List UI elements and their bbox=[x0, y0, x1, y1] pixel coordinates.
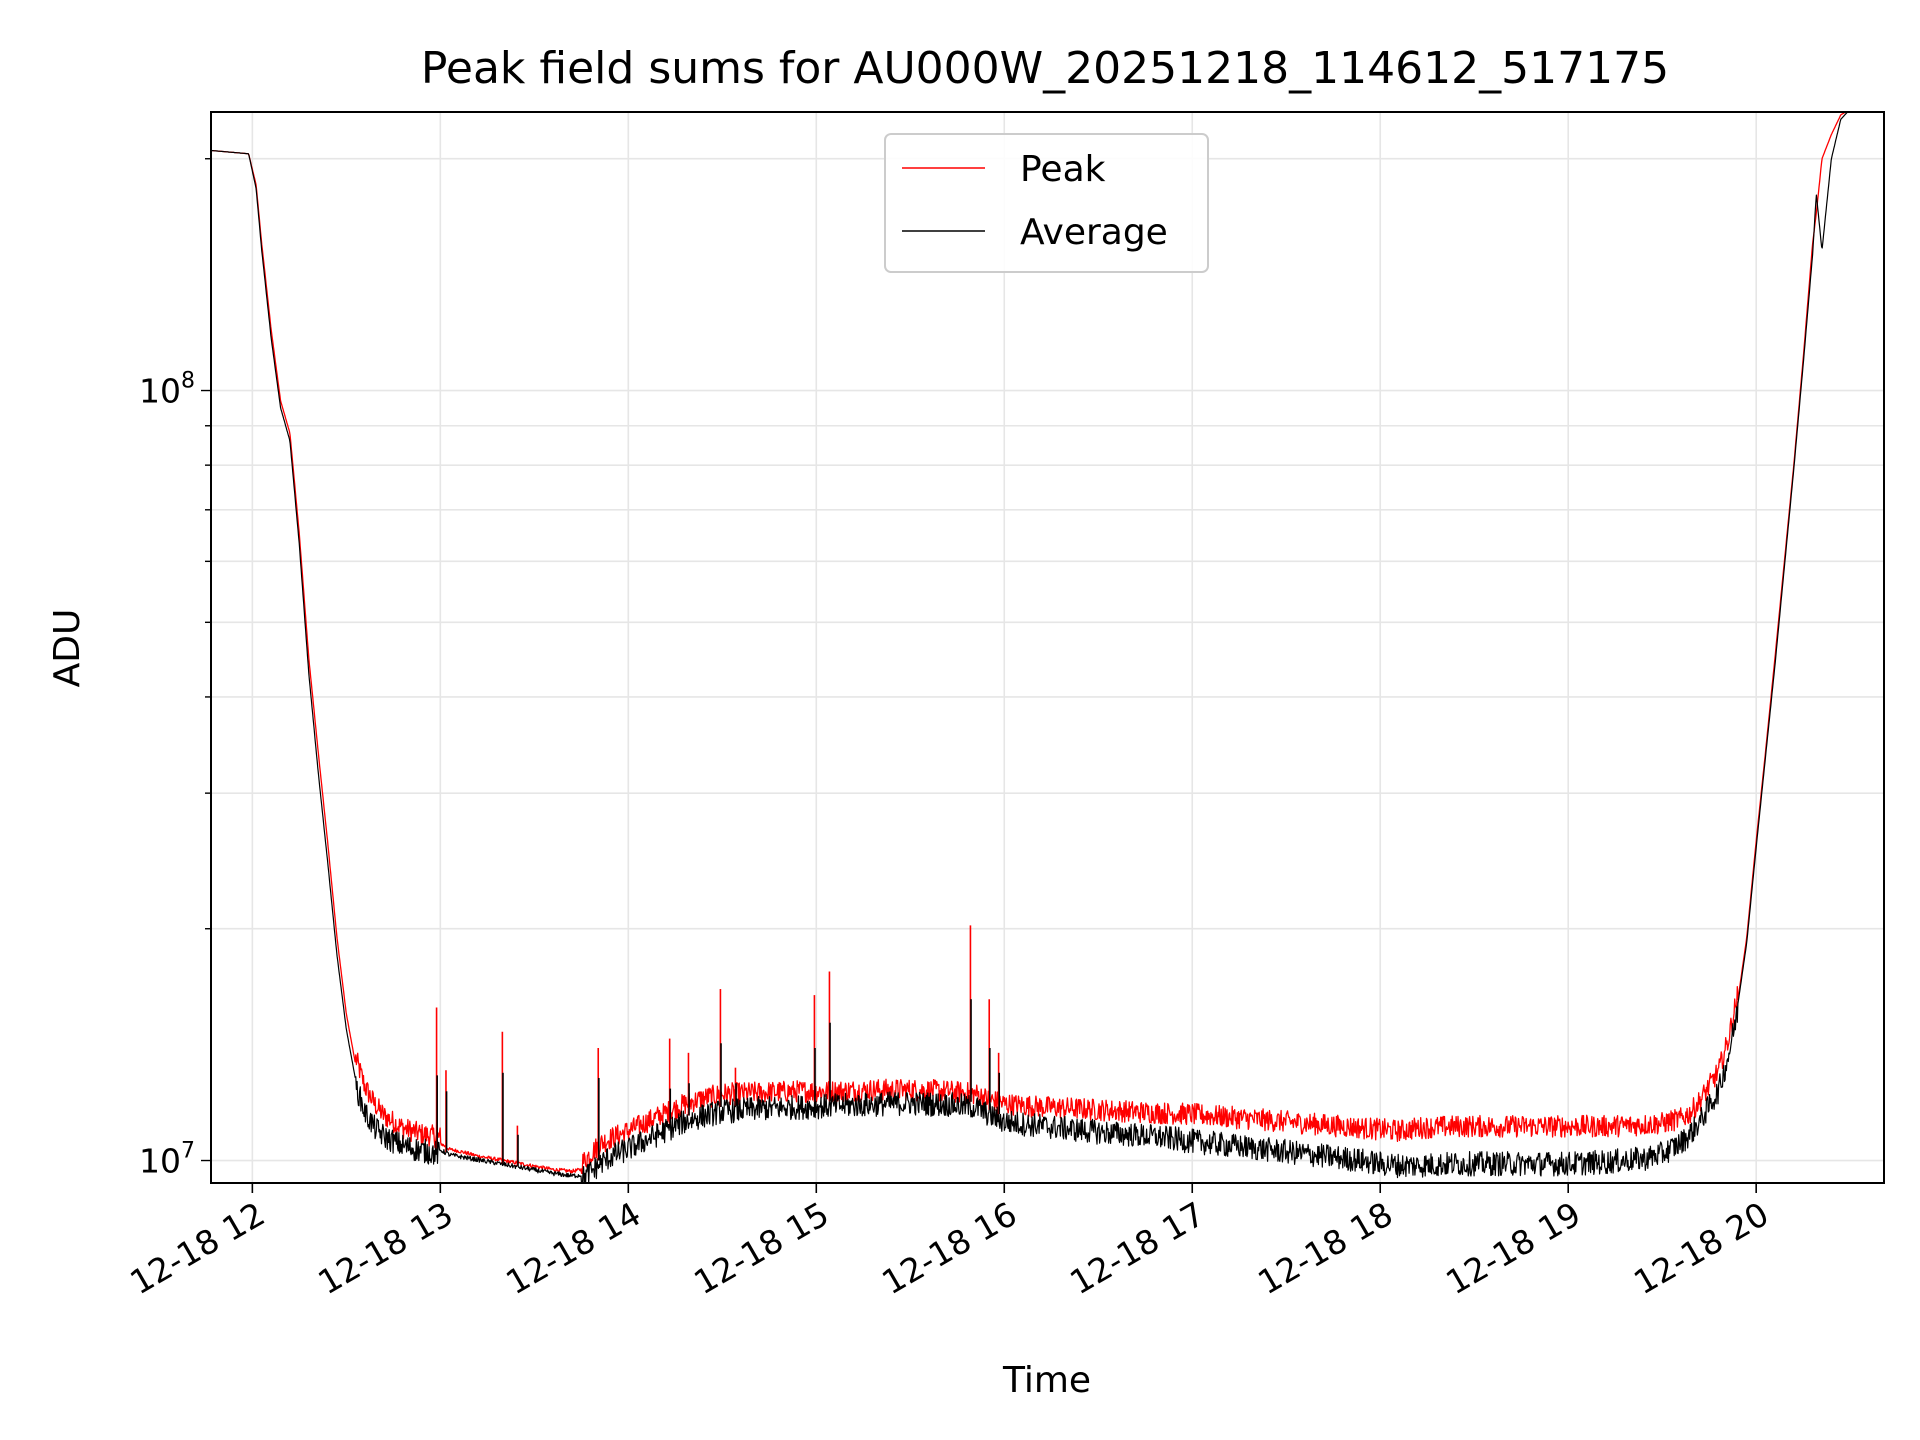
y-tick-label: 107 bbox=[139, 1139, 195, 1181]
plot-area bbox=[211, 112, 1849, 1183]
grid bbox=[211, 112, 1884, 1183]
average-series-line bbox=[211, 112, 1849, 1183]
plot-frame bbox=[210, 111, 1885, 1184]
peak-series-line bbox=[211, 112, 1847, 1174]
chart-title: Peak field sums for AU000W_20251218_1146… bbox=[421, 43, 1669, 94]
y-tick-label: 108 bbox=[139, 369, 195, 411]
y-axis-label: ADU bbox=[47, 609, 88, 688]
legend: Peak Average bbox=[884, 133, 1209, 273]
legend-label-average: Average bbox=[1020, 212, 1168, 253]
legend-label-peak: Peak bbox=[1020, 149, 1106, 190]
x-axis-label: Time bbox=[1002, 1360, 1091, 1401]
